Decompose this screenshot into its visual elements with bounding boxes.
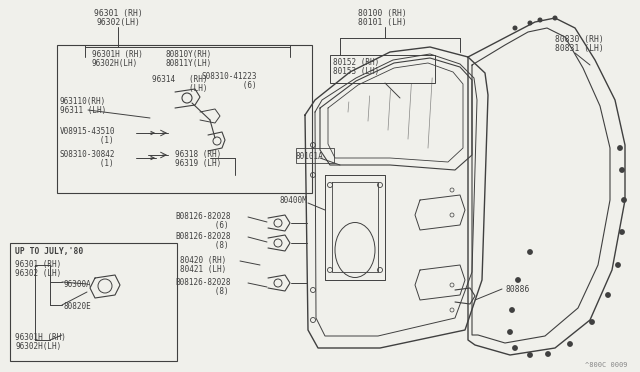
Text: 80811Y(LH): 80811Y(LH) (165, 59, 211, 68)
Text: 96302 (LH): 96302 (LH) (15, 269, 61, 278)
Text: 96301H (RH): 96301H (RH) (15, 333, 66, 342)
Text: (1): (1) (72, 136, 114, 145)
Circle shape (528, 353, 532, 357)
Circle shape (546, 352, 550, 356)
Circle shape (618, 146, 622, 150)
Text: 80152 (RH): 80152 (RH) (333, 58, 380, 67)
Circle shape (513, 26, 517, 30)
Text: 80101A: 80101A (295, 152, 323, 161)
Bar (330, 55, 435, 83)
Circle shape (606, 293, 610, 297)
Text: 96302(LH): 96302(LH) (96, 18, 140, 27)
Text: S08310-41223: S08310-41223 (202, 72, 257, 81)
Circle shape (616, 263, 620, 267)
Text: 80820E: 80820E (63, 302, 91, 311)
Text: 96302H(LH): 96302H(LH) (92, 59, 138, 68)
Circle shape (620, 168, 624, 172)
Text: (8): (8) (187, 241, 228, 250)
Text: 96318 (RH): 96318 (RH) (175, 150, 221, 159)
Text: (6): (6) (215, 81, 257, 90)
Text: 96319 (LH): 96319 (LH) (175, 159, 221, 168)
Text: 963110(RH): 963110(RH) (60, 97, 106, 106)
Circle shape (513, 346, 517, 350)
Text: 96301H (RH): 96301H (RH) (92, 50, 143, 59)
Bar (10, 243, 177, 361)
Circle shape (538, 18, 542, 22)
Circle shape (528, 21, 532, 25)
Text: 80153 (LH): 80153 (LH) (333, 67, 380, 76)
Text: 80101 (LH): 80101 (LH) (358, 18, 407, 27)
Text: 80810Y(RH): 80810Y(RH) (165, 50, 211, 59)
Bar (296, 148, 334, 163)
Circle shape (510, 308, 514, 312)
Circle shape (622, 198, 626, 202)
Text: 96301 (RH): 96301 (RH) (15, 260, 61, 269)
Text: 80830 (RH): 80830 (RH) (555, 35, 604, 44)
Text: UP TO JULY,'80: UP TO JULY,'80 (15, 247, 83, 256)
Text: 96300A: 96300A (63, 280, 91, 289)
Text: 80421 (LH): 80421 (LH) (180, 265, 227, 274)
Circle shape (590, 320, 594, 324)
Text: 96311 (LH): 96311 (LH) (60, 106, 106, 115)
Text: 80831 (LH): 80831 (LH) (555, 44, 604, 53)
Text: (6): (6) (187, 221, 228, 230)
Text: (1): (1) (72, 159, 114, 168)
Bar (57, 45, 312, 193)
Text: B08126-82028: B08126-82028 (175, 212, 230, 221)
Text: B08126-82028: B08126-82028 (175, 278, 230, 287)
Text: B08126-82028: B08126-82028 (175, 232, 230, 241)
Circle shape (553, 16, 557, 20)
Text: 96314   (RH): 96314 (RH) (152, 75, 207, 84)
Circle shape (620, 230, 624, 234)
Circle shape (516, 278, 520, 282)
Text: (LH): (LH) (152, 84, 207, 93)
Circle shape (568, 342, 572, 346)
Text: (8): (8) (187, 287, 228, 296)
Text: 80400M: 80400M (280, 196, 308, 205)
Text: 80100 (RH): 80100 (RH) (358, 9, 407, 18)
Text: ^800C 0009: ^800C 0009 (585, 362, 627, 368)
Text: 80886: 80886 (505, 285, 529, 294)
Text: 96301 (RH): 96301 (RH) (93, 9, 142, 18)
Text: 96302H(LH): 96302H(LH) (15, 342, 61, 351)
Text: S08310-30842: S08310-30842 (60, 150, 115, 159)
Text: 80420 (RH): 80420 (RH) (180, 256, 227, 265)
Text: V08915-43510: V08915-43510 (60, 127, 115, 136)
Circle shape (528, 250, 532, 254)
Circle shape (508, 330, 512, 334)
